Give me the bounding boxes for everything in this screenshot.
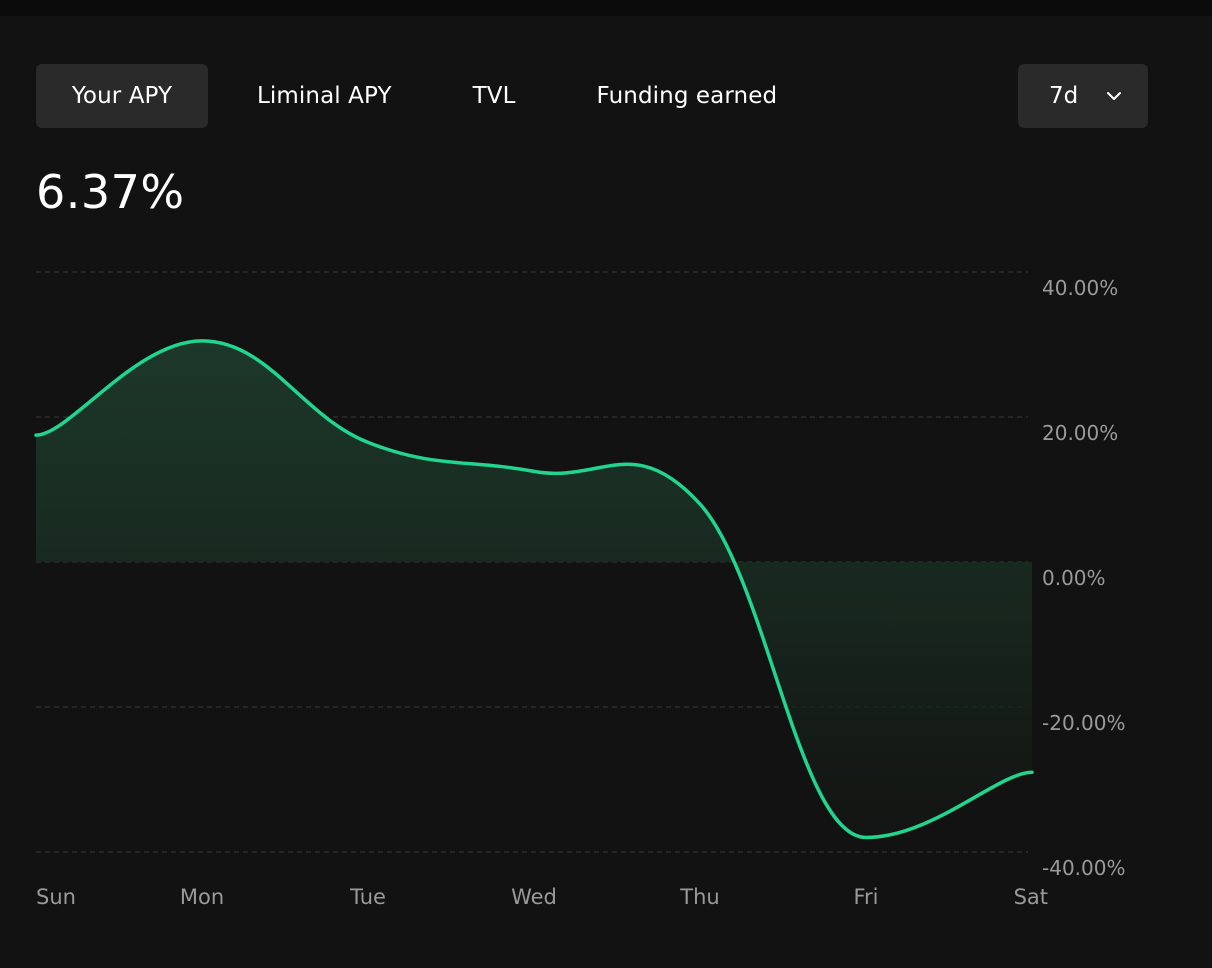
metric-tabs: Your APY Liminal APY TVL Funding earned <box>36 64 809 128</box>
x-tick-label: Thu <box>679 885 719 909</box>
chevron-down-icon <box>1107 92 1122 100</box>
top-bar <box>0 0 1212 16</box>
time-range-select[interactable]: 7d <box>1018 64 1148 128</box>
area-fill <box>36 340 1032 838</box>
x-tick-label: Wed <box>511 885 557 909</box>
tab-tvl[interactable]: TVL <box>472 83 516 109</box>
x-tick-label: Fri <box>853 885 878 909</box>
time-range-value: 7d <box>1049 83 1079 109</box>
tab-funding-earned[interactable]: Funding earned <box>596 83 778 109</box>
y-tick-label: -20.00% <box>1042 711 1125 735</box>
x-tick-label: Sat <box>1014 885 1048 909</box>
tab-your-apy[interactable]: Your APY <box>36 64 208 128</box>
x-tick-label: Mon <box>180 885 224 909</box>
tab-liminal-apy[interactable]: Liminal APY <box>257 83 392 109</box>
headline-value: 6.37% <box>36 165 185 219</box>
y-tick-label: 20.00% <box>1042 421 1118 445</box>
y-tick-label: 40.00% <box>1042 276 1118 300</box>
x-tick-label: Sun <box>36 885 76 909</box>
y-tick-label: -40.00% <box>1042 856 1125 880</box>
x-tick-label: Tue <box>349 885 386 909</box>
y-axis-ticks: 40.00% 20.00% 0.00% -20.00% -40.00% <box>1042 276 1125 880</box>
series-line <box>34 339 1034 840</box>
y-tick-label: 0.00% <box>1042 566 1106 590</box>
x-axis-ticks: Sun Mon Tue Wed Thu Fri Sat <box>36 885 1048 909</box>
